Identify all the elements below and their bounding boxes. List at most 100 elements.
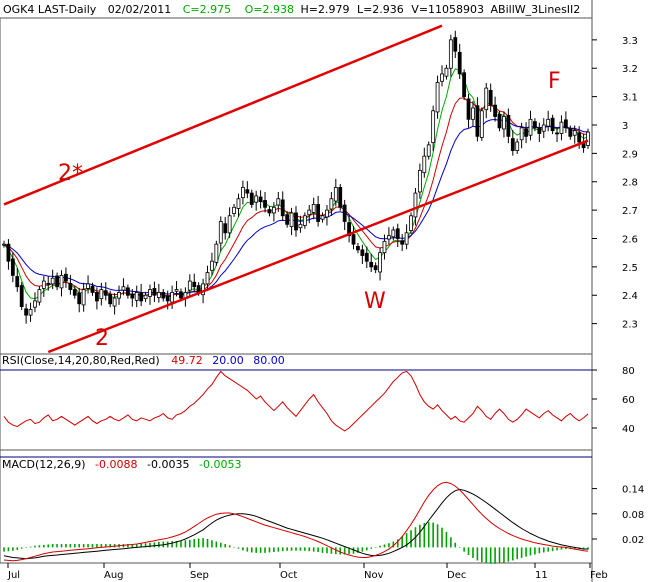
candle-body <box>541 124 546 132</box>
ma-green-line <box>3 68 589 300</box>
candle-body <box>241 187 245 199</box>
price-tick-label: 2.6 <box>622 234 638 245</box>
price-tick-label: 3 <box>622 121 628 132</box>
rsi-name: RSI(Close,14,20,80,Red,Red) <box>2 354 160 367</box>
candle-body <box>165 295 170 302</box>
macd-histogram-bar <box>25 547 27 548</box>
date-tick-label: Jul <box>7 570 20 581</box>
macd-histogram-bar <box>304 547 306 551</box>
candle-body <box>41 280 46 289</box>
candle-body <box>484 87 489 111</box>
macd-histogram-bar <box>388 543 390 548</box>
macd-histogram-bar <box>348 547 350 555</box>
macd-histogram-bar <box>43 544 45 548</box>
candle-body <box>524 128 528 137</box>
candle-body <box>156 292 161 298</box>
macd-histogram-bar <box>396 539 399 548</box>
macd-histogram-bar <box>3 547 5 552</box>
candle-body <box>546 118 551 127</box>
candle-body <box>311 204 316 213</box>
macd-histogram-bar <box>100 544 103 548</box>
candle-body <box>471 107 475 120</box>
candle-body <box>426 144 431 157</box>
rsi-tick-label: 80 <box>622 366 635 377</box>
macd-histogram-bar <box>16 547 19 550</box>
close-label: C=2.975 <box>183 3 231 16</box>
macd-histogram-bar <box>458 547 461 548</box>
macd-histogram-bar <box>379 545 381 548</box>
macd-histogram-bar <box>104 544 107 548</box>
macd-value: -0.0088 <box>95 458 137 471</box>
price-tick-label: 2.3 <box>622 320 638 331</box>
candle-body <box>280 199 285 217</box>
macd-histogram-bar <box>321 547 324 553</box>
macd-histogram-bar <box>202 538 204 548</box>
macd-histogram-bar <box>73 544 76 548</box>
price-tick-label: 3.3 <box>622 36 638 47</box>
w-mark: W <box>364 289 386 314</box>
date-tick-label: 11 <box>535 570 548 581</box>
candle-body <box>218 221 223 244</box>
macd-line <box>3 481 589 562</box>
candle-body <box>572 130 577 136</box>
macd-histogram-bar <box>175 541 178 548</box>
macd-histogram-bar <box>189 539 191 548</box>
price-tick-label: 2.5 <box>622 263 638 274</box>
candle-body <box>59 274 64 289</box>
macd-histogram-bar <box>51 544 54 548</box>
macd-histogram-bar <box>432 522 434 548</box>
date-label: 02/02/2011 <box>108 3 171 16</box>
candle-body <box>298 223 303 229</box>
macd-histogram-bar <box>410 530 412 548</box>
macd-histogram-bar <box>573 547 576 550</box>
macd-tick-label: 0.14 <box>622 485 644 496</box>
macd-histogram-bar <box>542 547 545 553</box>
candle-body <box>409 215 413 231</box>
macd-histogram-bar <box>268 547 271 553</box>
macd-histogram-bar <box>197 538 200 548</box>
macd-histogram-bar <box>29 546 32 548</box>
candle-body <box>533 121 537 129</box>
volume-label: V=11058903 <box>411 3 484 16</box>
macd-histogram-bar <box>277 547 280 552</box>
macd-histogram-bar <box>485 547 488 564</box>
candle-body <box>515 141 520 151</box>
candle-body <box>338 187 343 208</box>
candle-body <box>378 252 382 273</box>
macd-histogram-bar <box>463 547 465 552</box>
rsi-tick-label: 60 <box>622 395 635 406</box>
macd-histogram-bar <box>12 547 14 551</box>
candle-body <box>130 293 135 299</box>
macd-histogram-bar <box>587 547 589 550</box>
macd-histogram-bar <box>82 544 85 548</box>
macd-histogram-bar <box>503 547 505 563</box>
macd-histogram-bar <box>242 547 244 551</box>
macd-histogram-bar <box>211 540 213 548</box>
date-tick-label: Dec <box>447 570 466 581</box>
candle-body <box>125 287 130 296</box>
candle-body <box>108 293 113 305</box>
candle-body <box>333 187 338 202</box>
macd-histogram-bar <box>383 544 386 548</box>
macd-histogram-bar <box>529 547 532 556</box>
price-tick-label: 2.8 <box>622 178 638 189</box>
candle-body <box>448 39 453 69</box>
candle-body <box>457 51 462 75</box>
macd-histogram-bar <box>273 547 275 553</box>
candle-body <box>422 155 427 174</box>
candlesticks <box>2 30 590 324</box>
rsi-high: 80.00 <box>253 354 285 367</box>
candle-body <box>294 212 298 231</box>
candle-body <box>493 104 497 117</box>
price-tick-label: 2.9 <box>622 149 638 160</box>
date-tick-label: Feb <box>590 570 608 581</box>
candle-body <box>68 282 73 290</box>
candle-body <box>302 215 307 226</box>
candle-body <box>563 119 568 129</box>
candle-body <box>227 215 232 234</box>
candle-body <box>320 215 325 220</box>
symbol-label: OGK4 LAST-Daily <box>3 3 97 16</box>
candle-body <box>276 198 281 206</box>
macd-histogram-bar <box>281 547 284 552</box>
macd-histogram-bar <box>144 543 147 548</box>
